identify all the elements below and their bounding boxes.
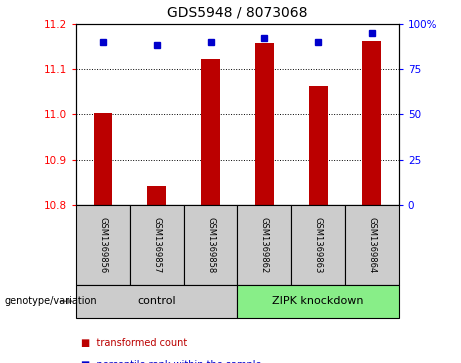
Text: GSM1369857: GSM1369857 [152, 217, 161, 273]
Text: ■  percentile rank within the sample: ■ percentile rank within the sample [81, 360, 261, 363]
Text: GSM1369858: GSM1369858 [206, 217, 215, 273]
Bar [201, 59, 220, 205]
Text: GSM1369862: GSM1369862 [260, 217, 269, 273]
Bar [130, 205, 183, 285]
Text: ZIPK knockdown: ZIPK knockdown [272, 296, 364, 306]
Text: ■  transformed count: ■ transformed count [81, 338, 187, 348]
Bar [76, 205, 130, 285]
Bar [255, 43, 274, 205]
Bar [345, 205, 399, 285]
Text: GSM1369863: GSM1369863 [313, 217, 323, 273]
Bar [76, 285, 237, 318]
Bar [183, 205, 237, 285]
Bar [309, 86, 327, 205]
Bar [94, 113, 112, 205]
Text: genotype/variation: genotype/variation [5, 296, 97, 306]
Bar [362, 41, 381, 205]
Bar [291, 205, 345, 285]
Title: GDS5948 / 8073068: GDS5948 / 8073068 [167, 6, 307, 20]
Text: GSM1369864: GSM1369864 [367, 217, 376, 273]
Text: control: control [137, 296, 176, 306]
Text: GSM1369856: GSM1369856 [99, 217, 107, 273]
Bar [148, 186, 166, 205]
Bar [237, 205, 291, 285]
Bar [237, 285, 399, 318]
